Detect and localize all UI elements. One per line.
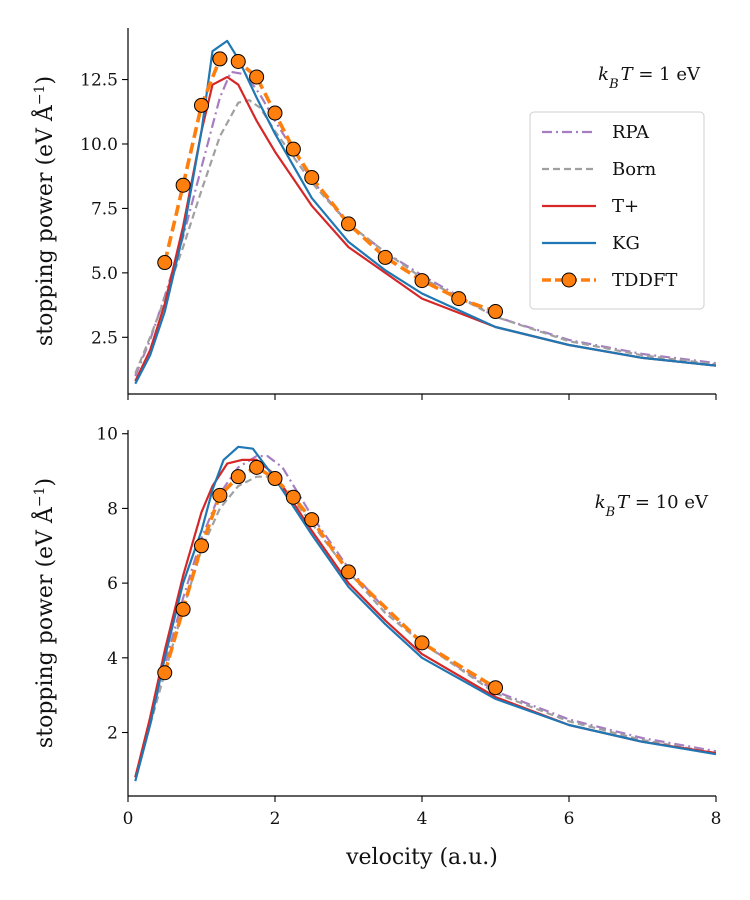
tddft-marker — [249, 459, 265, 475]
tddft-marker — [157, 255, 173, 271]
temperature-annotation: kB T = 1 eV — [598, 64, 701, 92]
y-tick-label: 6 — [107, 574, 118, 594]
y-axis-label: stopping power (eV Å−1) — [30, 478, 58, 748]
tddft-marker — [414, 635, 430, 651]
temperature-annotation: kB T = 10 eV — [595, 492, 709, 520]
series-line-born — [134, 475, 716, 778]
x-tick-label: 0 — [123, 809, 134, 829]
tddft-marker — [488, 680, 503, 696]
tddft-marker — [377, 249, 393, 265]
tddft-marker — [414, 273, 430, 289]
legend-marker — [561, 272, 577, 288]
y-tick-label: 12.5 — [80, 71, 118, 91]
tddft-marker — [249, 69, 265, 85]
y-tick-label: 7.5 — [91, 199, 118, 219]
y-tick-label: 10 — [96, 425, 118, 445]
tddft-marker — [304, 512, 320, 528]
y-tick-label: 8 — [107, 499, 118, 519]
series-line-tddft — [163, 57, 497, 314]
tddft-marker — [451, 291, 467, 307]
tddft-marker — [267, 471, 283, 487]
series-line-born — [134, 99, 716, 374]
panel-1: 2.5 5.0 7.5 10.0 12.5 stopping power (eV Å−1)… — [30, 28, 717, 400]
tddft-marker — [488, 304, 503, 320]
tddft-marker — [175, 177, 191, 193]
y-tick-label: 2.5 — [91, 328, 118, 348]
legend-label: T+ — [612, 196, 639, 217]
panel-2: 2 4 6 8 10 0 2 4 6 8 stopping power (eV Å−1) veloci… — [30, 425, 721, 870]
y-tick-label: 5.0 — [91, 264, 118, 284]
y-axis-label: stopping power (eV Å−1) — [30, 76, 58, 346]
legend-label: Born — [612, 159, 657, 180]
series-line-rpa — [134, 70, 716, 377]
legend-label: RPA — [612, 122, 650, 143]
y-tick-label: 2 — [107, 724, 118, 744]
x-tick-label: 4 — [417, 809, 428, 829]
tddft-marker — [212, 487, 228, 503]
tddft-marker — [230, 469, 246, 485]
tddft-marker — [341, 216, 356, 232]
tddft-marker — [194, 97, 209, 113]
y-tick-label: 10.0 — [80, 135, 118, 155]
legend-frame — [529, 111, 705, 310]
series-line-kg — [134, 39, 716, 385]
tddft-marker — [194, 538, 209, 554]
tddft-marker — [175, 601, 191, 617]
x-tick-label: 8 — [711, 809, 722, 829]
tddft-marker — [212, 51, 228, 67]
series-line-tddft — [163, 465, 497, 690]
y-tick-label: 4 — [107, 649, 118, 669]
tddft-marker — [285, 141, 301, 157]
tddft-marker — [285, 489, 301, 505]
legend-label: KG — [612, 233, 640, 254]
series-line-rpa — [134, 455, 716, 778]
legend-label: TDDFT — [612, 270, 677, 291]
tddft-marker — [230, 54, 246, 70]
x-tick-label: 6 — [564, 809, 575, 829]
tddft-marker — [157, 665, 173, 681]
tddft-marker — [341, 564, 356, 580]
tddft-marker — [304, 169, 320, 185]
tddft-marker — [267, 105, 283, 121]
legend: RPA Born T+ KG TDDFT — [529, 111, 705, 310]
x-axis-label: velocity (a.u.) — [345, 845, 498, 870]
series-line-kg — [134, 445, 716, 782]
x-tick-label: 2 — [270, 809, 281, 829]
